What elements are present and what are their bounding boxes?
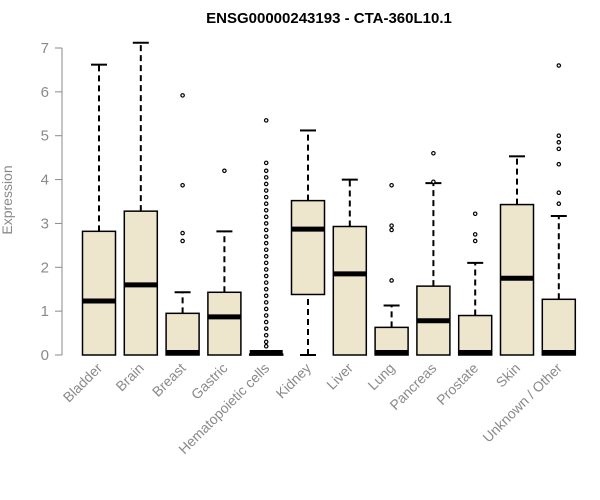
- box: [290, 199, 326, 296]
- outlier-point: [263, 168, 269, 174]
- box: [457, 314, 493, 356]
- chart-title: ENSG00000243193 - CTA-360L10.1: [206, 10, 452, 27]
- outlier-point: [389, 278, 394, 283]
- x-tick-label: Breast: [149, 360, 189, 400]
- y-tick-label: 0: [41, 347, 49, 364]
- outlier-point: [556, 146, 562, 152]
- outlier-point: [263, 306, 269, 312]
- outlier-point: [263, 326, 269, 331]
- outlier-point: [389, 182, 394, 188]
- outlier-point: [556, 133, 562, 139]
- y-tick-label: 2: [41, 259, 49, 276]
- x-tick-label: Brain: [112, 360, 146, 394]
- outlier-point: [263, 280, 269, 285]
- box-group: [457, 211, 493, 356]
- outlier-point: [263, 286, 269, 292]
- outlier-point: [263, 118, 269, 123]
- outlier-point: [263, 247, 269, 253]
- outlier-point: [263, 319, 269, 325]
- outlier-point: [556, 63, 562, 68]
- outlier-point: [263, 273, 269, 279]
- box-group: [416, 150, 451, 356]
- outlier-point: [263, 313, 269, 318]
- outlier-point: [263, 240, 269, 246]
- outlier-point: [263, 293, 269, 299]
- x-tick-label: Liver: [323, 360, 356, 393]
- outlier-point: [263, 194, 269, 200]
- x-tick-label: Bladder: [60, 360, 106, 406]
- box-group: [374, 182, 409, 356]
- outlier-point: [180, 238, 185, 244]
- y-tick-label: 5: [41, 128, 49, 145]
- outlier-point: [222, 168, 227, 174]
- outlier-point: [472, 238, 478, 244]
- outlier-point: [263, 207, 269, 213]
- outlier-point: [263, 214, 269, 220]
- outlier-point: [263, 343, 269, 349]
- box: [81, 230, 117, 356]
- outlier-point: [263, 181, 269, 187]
- outlier-point: [472, 211, 478, 217]
- outlier-point: [263, 175, 269, 180]
- box-group: [499, 155, 535, 356]
- x-tick-label: Skin: [493, 360, 524, 391]
- x-tick-label: Prostate: [433, 360, 481, 408]
- box-group: [165, 93, 200, 356]
- outlier-point: [263, 221, 269, 226]
- y-tick-label: 3: [41, 215, 49, 232]
- outlier-point: [263, 300, 269, 305]
- box-group: [541, 63, 577, 356]
- x-tick-label: Lung: [364, 360, 397, 393]
- y-tick-label: 6: [41, 84, 49, 101]
- outlier-point: [263, 254, 269, 259]
- outlier-point: [263, 260, 269, 266]
- box: [207, 291, 242, 356]
- y-tick-label: 7: [41, 40, 49, 57]
- x-tick-label: Unknown / Other: [479, 360, 565, 446]
- outlier-point: [556, 190, 562, 196]
- outlier-point: [180, 93, 185, 98]
- box-group: [248, 118, 284, 356]
- outlier-point: [180, 182, 185, 188]
- outlier-point: [180, 230, 185, 236]
- y-tick-label: 4: [41, 172, 49, 189]
- box-group: [207, 168, 242, 356]
- outlier-point: [263, 267, 269, 272]
- outlier-point: [431, 179, 436, 185]
- box-group: [81, 63, 117, 356]
- outlier-point: [263, 234, 269, 239]
- outlier-point: [556, 201, 562, 206]
- outlier-point: [263, 188, 269, 193]
- box-group: [123, 41, 159, 356]
- box-group: [332, 178, 368, 356]
- y-tick-label: 1: [41, 303, 49, 320]
- outlier-point: [263, 201, 269, 206]
- outlier-point: [431, 150, 436, 156]
- box: [332, 225, 368, 356]
- outlier-point: [263, 339, 269, 345]
- box-group: [290, 129, 326, 356]
- outlier-point: [389, 223, 394, 228]
- y-axis-label: Expression: [0, 165, 15, 234]
- outlier-point: [556, 161, 562, 167]
- x-tick-label: Kidney: [273, 360, 315, 402]
- outlier-point: [263, 332, 269, 338]
- y-axis: 0 1 2 3 4 5 6 7: [41, 40, 63, 364]
- outlier-point: [263, 227, 269, 233]
- outlier-point: [263, 160, 269, 166]
- outlier-point: [389, 227, 394, 233]
- box: [165, 312, 200, 356]
- plot-area: [81, 41, 577, 356]
- box: [541, 298, 577, 356]
- outlier-point: [472, 232, 478, 237]
- outlier-point: [556, 139, 562, 145]
